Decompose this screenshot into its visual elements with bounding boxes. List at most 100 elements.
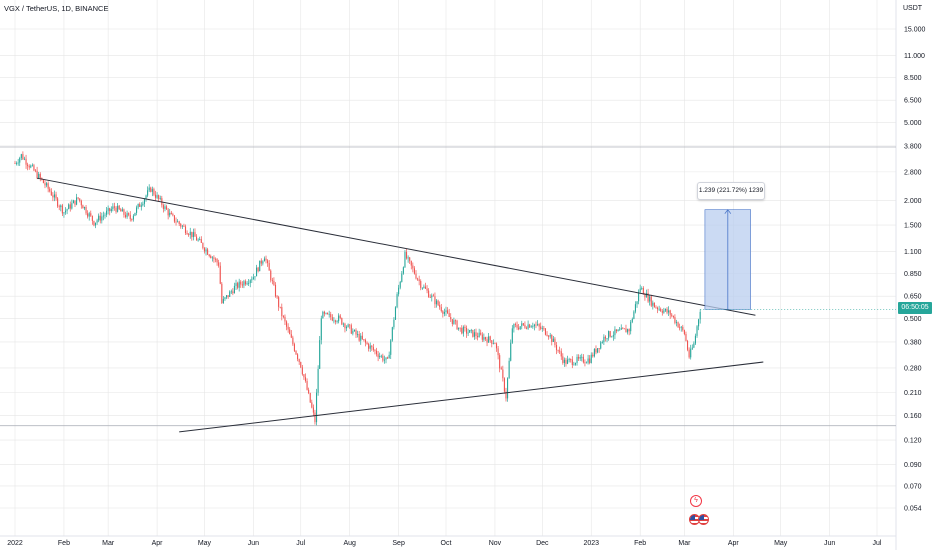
candle-up — [255, 267, 258, 277]
candle-up — [664, 308, 666, 311]
candle-up — [53, 194, 56, 198]
candle-down — [334, 320, 337, 322]
candle-down — [525, 327, 528, 329]
candle-down — [472, 329, 474, 337]
candle-up — [581, 356, 583, 358]
candle-up — [519, 326, 521, 330]
lightning-icon[interactable]: ϟ — [690, 495, 702, 507]
candle-up — [38, 173, 40, 179]
x-tick-label: Sep — [392, 540, 405, 547]
candle-up — [399, 281, 401, 288]
candle-down — [434, 296, 436, 305]
candle-down — [129, 214, 131, 220]
candle-up — [630, 321, 632, 332]
candle-down — [153, 189, 155, 195]
candle-down — [685, 334, 687, 341]
candle-up — [563, 359, 565, 363]
candle-down — [330, 314, 332, 318]
candle-down — [609, 331, 611, 337]
candle-down — [570, 359, 572, 361]
candle-down — [546, 334, 548, 336]
candle-up — [148, 187, 150, 191]
candle-down — [42, 179, 44, 184]
candle-down — [589, 358, 591, 363]
candle-down — [377, 354, 379, 358]
candle-up — [458, 327, 460, 330]
candle-up — [532, 326, 534, 328]
candle-up — [631, 318, 633, 322]
candle-down — [477, 335, 479, 338]
y-tick-label: 1.500 — [904, 223, 922, 230]
candle-down — [303, 374, 305, 378]
candle-down — [657, 307, 659, 310]
candle-up — [603, 336, 605, 343]
candle-up — [63, 212, 65, 214]
price-axis-unit: USDT — [903, 5, 923, 12]
candle-down — [554, 338, 556, 345]
candle-up — [320, 318, 322, 341]
candle-up — [467, 332, 469, 334]
candle-down — [314, 412, 316, 423]
y-tick-label: 0.054 — [904, 506, 922, 513]
y-tick-label: 0.280 — [904, 365, 922, 372]
candle-down — [672, 315, 674, 318]
us-flag-icon[interactable] — [698, 514, 709, 525]
candle-down — [666, 308, 668, 313]
candle-down — [447, 310, 449, 314]
candle-down — [604, 336, 607, 339]
y-tick-label: 0.850 — [904, 271, 922, 278]
candle-down — [57, 198, 59, 207]
candle-down — [123, 209, 125, 215]
candle-down — [358, 334, 360, 341]
candle-down — [505, 391, 507, 399]
candle-down — [642, 288, 644, 295]
candle-down — [207, 249, 209, 255]
candle-down — [267, 260, 269, 264]
candle-down — [292, 337, 294, 345]
candle-up — [169, 212, 171, 216]
candle-up — [136, 207, 138, 213]
candle-down — [412, 265, 414, 269]
candle-down — [413, 268, 415, 274]
candle-down — [25, 158, 27, 165]
candle-up — [469, 330, 471, 333]
candle-up — [238, 281, 240, 288]
candle-down — [208, 254, 210, 256]
candle-up — [421, 287, 423, 289]
candle-up — [473, 332, 475, 337]
candle-up — [675, 322, 678, 324]
candle-down — [90, 213, 92, 216]
candle-up — [614, 329, 616, 336]
candle-down — [595, 348, 597, 353]
candle-up — [249, 280, 251, 284]
candle-down — [227, 295, 229, 297]
candle-down — [387, 357, 389, 359]
candle-up — [83, 206, 86, 209]
candle-down — [437, 300, 439, 306]
x-tick-label: May — [774, 540, 788, 547]
measure-tool-label[interactable]: 1.239 (221.72%) 1239 — [697, 182, 765, 200]
candle-down — [562, 356, 564, 363]
x-tick-label: Jun — [824, 540, 835, 547]
candle-down — [311, 402, 313, 408]
candle-up — [668, 310, 670, 313]
y-tick-label: 0.090 — [904, 462, 922, 469]
candle-up — [72, 200, 74, 204]
candle-up — [383, 359, 385, 361]
candle-up — [590, 354, 592, 363]
candle-up — [352, 331, 354, 334]
candle-down — [615, 329, 618, 332]
candle-up — [507, 378, 509, 399]
candle-up — [328, 314, 330, 315]
y-tick-label: 2.000 — [904, 198, 922, 205]
candle-up — [398, 287, 400, 295]
candle-down — [139, 203, 141, 207]
candle-down — [578, 356, 580, 359]
x-tick-label: Apr — [728, 540, 740, 547]
candle-down — [49, 188, 51, 192]
candle-up — [17, 162, 19, 164]
candle-down — [61, 205, 63, 214]
candle-down — [374, 349, 376, 351]
candle-down — [465, 327, 468, 334]
